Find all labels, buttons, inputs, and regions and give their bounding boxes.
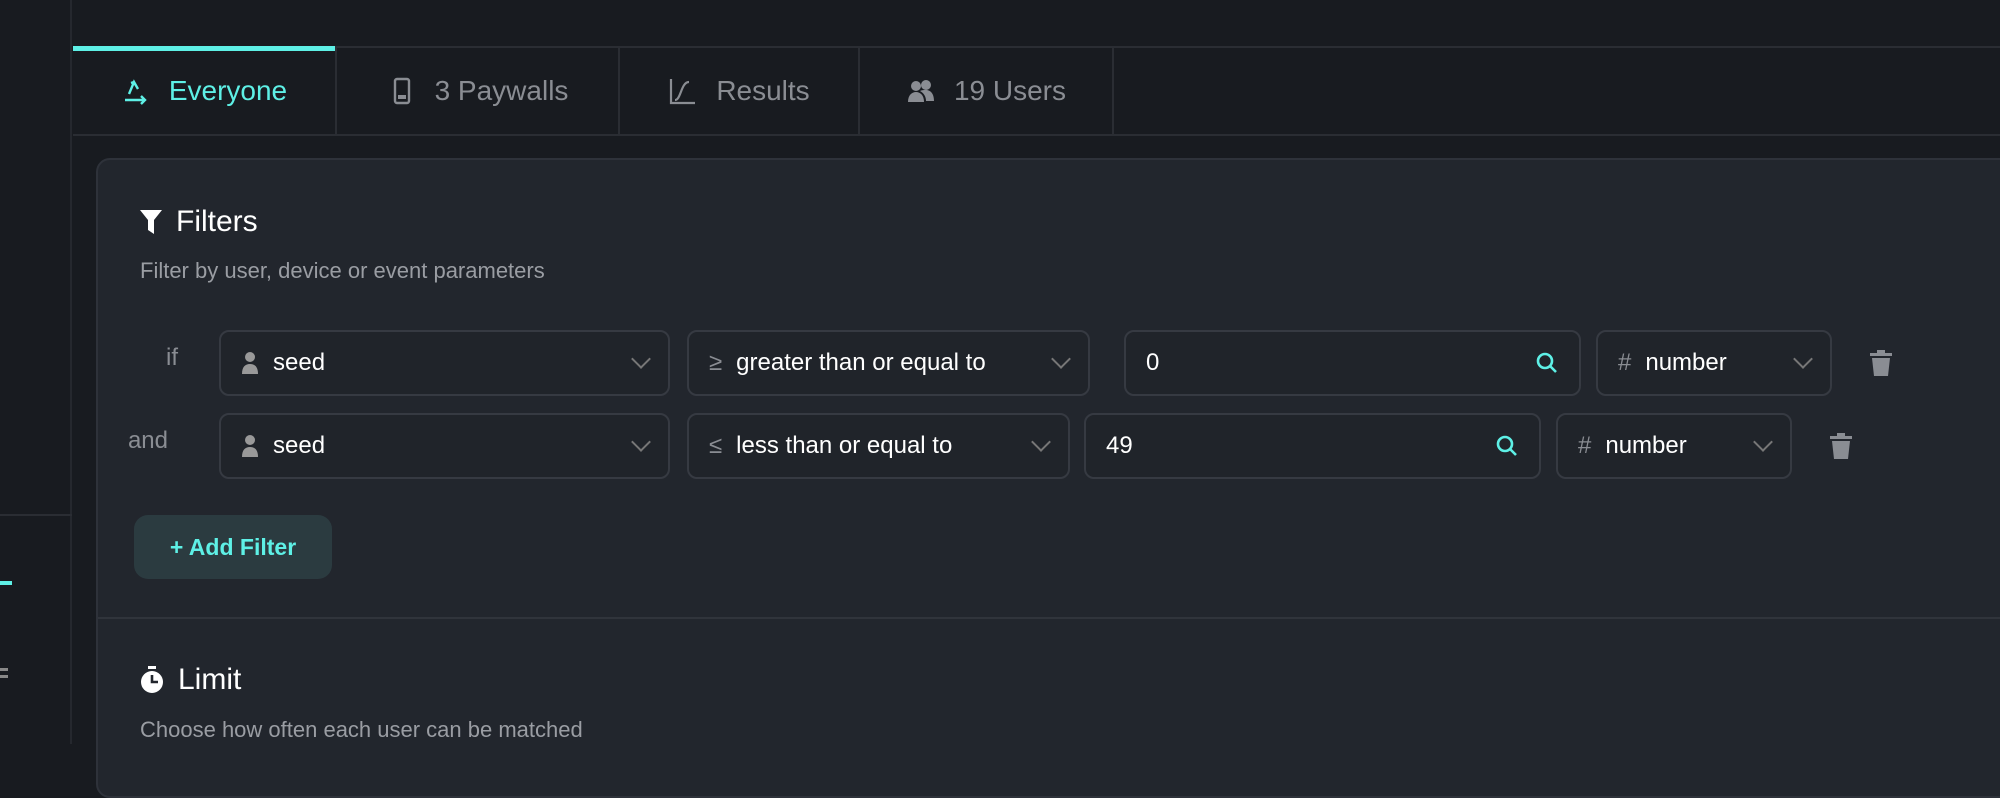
limit-title: Limit [178,663,242,696]
tab-everyone[interactable]: Everyone [73,46,337,134]
chevron-down-icon [1051,349,1071,369]
param-value: seed [273,432,326,459]
operator-value: greater than or equal to [736,349,986,376]
type-select[interactable]: # number [1556,413,1792,479]
user-icon [242,352,258,374]
tab-label: Results [716,75,810,106]
param-value: seed [273,349,326,376]
operator-symbol-icon: ≤ [709,432,723,459]
tab-label: 3 Paywalls [434,75,569,106]
trash-icon[interactable] [1870,350,1892,376]
type-value: number [1605,432,1687,459]
add-filter-button[interactable]: + Add Filter [134,515,332,579]
chevron-down-icon [1753,432,1773,452]
value-text: 0 [1146,349,1160,376]
filters-title: Filters [176,205,258,238]
tab-results[interactable]: Results [620,48,860,134]
tab-paywalls[interactable]: 3 Paywalls [337,48,620,134]
operator-symbol-icon: ≥ [709,349,723,376]
users-icon [907,80,934,102]
tab-label: Everyone [168,75,288,106]
chevron-down-icon [631,432,651,452]
param-select[interactable]: seed [219,413,670,479]
tab-bar: Everyone 3 Paywalls Results 19 Users [73,46,2000,136]
hash-icon: # [1618,349,1632,376]
hash-icon: # [1578,432,1592,459]
chevron-down-icon [1031,432,1051,452]
phone-icon [393,77,410,105]
limit-subtitle: Choose how often each user can be matche… [140,717,583,742]
filters-subtitle: Filter by user, device or event paramete… [140,258,545,283]
trash-icon[interactable] [1830,433,1852,459]
chevron-down-icon [631,349,651,369]
menu-icon[interactable] [0,668,8,678]
tab-users[interactable]: 19 Users [860,48,1114,134]
user-icon [242,435,258,457]
stopwatch-icon [141,666,163,693]
operator-value: less than or equal to [736,432,953,459]
value-text: 49 [1106,432,1133,459]
value-input[interactable]: 0 [1124,330,1581,396]
limit-heading: Limit [140,663,241,697]
audience-arrows-icon [124,79,147,105]
condition-conjunction: and [127,427,168,454]
param-select[interactable]: seed [219,330,670,396]
type-value: number [1645,349,1727,376]
search-icon [1496,435,1517,456]
sidebar-divider [0,514,72,516]
audience-card: Filters Filter by user, device or event … [96,158,2000,798]
operator-select[interactable]: ≤ less than or equal to [687,413,1070,479]
sidebar-active-indicator [0,581,12,585]
sidebar [0,0,72,744]
funnel-icon [140,210,162,234]
chevron-down-icon [1793,349,1813,369]
value-input[interactable]: 49 [1084,413,1541,479]
section-divider [98,617,2000,619]
filters-heading: Filters [140,205,258,239]
chart-line-icon [670,79,696,105]
condition-conjunction: if [166,344,178,371]
tab-label: 19 Users [953,75,1067,106]
search-icon [1536,352,1557,373]
operator-select[interactable]: ≥ greater than or equal to [687,330,1090,396]
type-select[interactable]: # number [1596,330,1832,396]
